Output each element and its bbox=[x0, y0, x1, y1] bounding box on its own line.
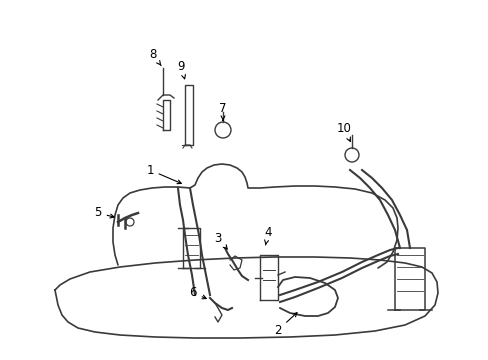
Text: 3: 3 bbox=[214, 231, 227, 249]
Text: 8: 8 bbox=[149, 49, 161, 66]
Text: 1: 1 bbox=[146, 163, 181, 184]
Text: 9: 9 bbox=[177, 59, 185, 79]
Text: 6: 6 bbox=[189, 287, 206, 300]
Text: 2: 2 bbox=[274, 313, 296, 337]
Text: 10: 10 bbox=[336, 122, 351, 141]
Text: 4: 4 bbox=[264, 226, 271, 245]
Text: 7: 7 bbox=[219, 102, 226, 120]
Text: 5: 5 bbox=[94, 207, 114, 220]
